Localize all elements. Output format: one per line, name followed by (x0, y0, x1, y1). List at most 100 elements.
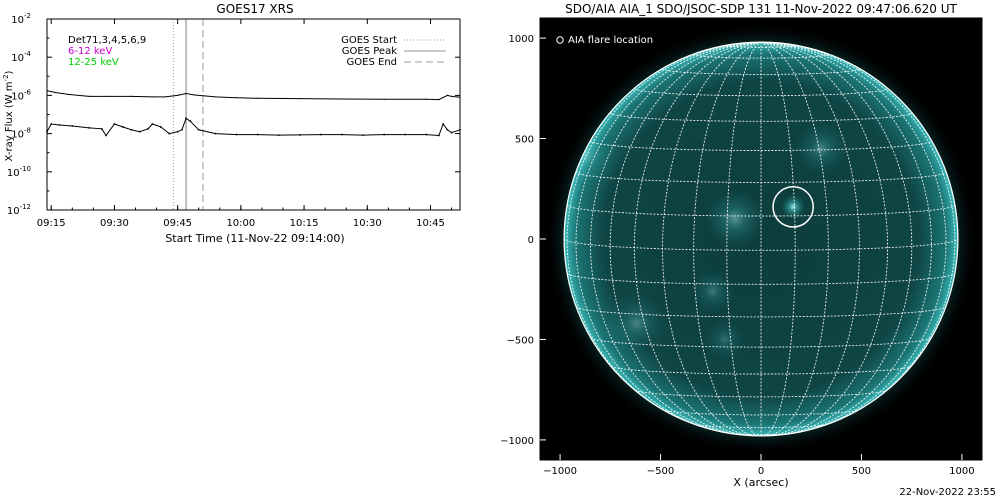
longitude-line (633, 41, 762, 436)
xrs-data-point (88, 95, 90, 97)
xrs-data-point (446, 128, 449, 131)
aia-image-panel: SDO/AIA AIA_1 SDO/JSOC-SDP 131 11-Nov-20… (500, 2, 983, 489)
longitude-line (760, 41, 796, 437)
xrs-data-point (176, 130, 179, 133)
xrs-legend: GOES Start GOES Peak GOES End (341, 35, 446, 68)
aia-y-tick-label: 1000 (509, 34, 534, 45)
xrs-x-tick-label: 10:00 (226, 218, 255, 229)
aia-x-axis: −1000 −500 0 500 1000 (543, 454, 975, 477)
xrs-y-axis: 10-2 10-4 10-6 10-8 10-10 10-12 (7, 12, 460, 217)
xrs-x-axis: 09:15 09:30 09:45 10:00 10:15 10:30 10:45 (37, 19, 453, 229)
xrs-data-point (341, 98, 343, 100)
heliographic-grid (563, 41, 959, 437)
longitude-line (760, 41, 889, 436)
xrs-data-point (109, 95, 111, 97)
aia-x-tick-label: −500 (647, 466, 674, 477)
xrs-data-point (299, 98, 301, 100)
longitude-line (693, 41, 762, 437)
latitude-line (563, 238, 959, 251)
xrs-data-point (425, 133, 428, 136)
active-region-glow (795, 122, 848, 175)
xrs-x-axis-label: Start Time (11-Nov-22 09:14:00) (165, 232, 344, 245)
xrs-x-tick-label: 10:15 (290, 218, 319, 229)
longitude-line (760, 41, 947, 434)
xrs-y-tick-label: 10-12 (7, 203, 31, 217)
active-region-glow (704, 188, 766, 250)
xrs-y-tick-label: 10-4 (11, 50, 31, 64)
aia-x-tick-label: −1000 (543, 466, 577, 477)
xrs-data-point (277, 134, 280, 137)
xrs-data-point (425, 98, 427, 100)
legend-goes-peak: GOES Peak (342, 46, 397, 57)
xrs-data-point (113, 123, 116, 125)
longitude-line (760, 41, 829, 437)
aia-x-axis-label: X (arcsec) (733, 476, 788, 489)
xrs-data-point (193, 94, 196, 96)
xrs-data-point (54, 91, 57, 94)
flare-legend-symbol (556, 36, 564, 44)
xrs-x-tick-label: 10:30 (353, 218, 382, 229)
longitude-line (566, 41, 762, 425)
longitude-line (760, 41, 913, 436)
longitude-line (726, 41, 762, 437)
xrs-data-point (235, 133, 238, 136)
aia-title: SDO/AIA AIA_1 SDO/JSOC-SDP 131 11-Nov-20… (565, 2, 957, 16)
xrs-y-tick-label: 10-2 (11, 12, 31, 26)
aia-y-tick-label: −500 (507, 335, 534, 346)
active-region-glow (606, 293, 667, 354)
xrs-data-point (438, 134, 440, 137)
xrs-series (46, 90, 461, 137)
xrs-y-tick-label: 10-10 (7, 165, 31, 179)
xrs-data-point (446, 94, 448, 96)
xrs-data-point (362, 134, 364, 137)
latitude-line (566, 273, 956, 285)
goes-event-markers (172, 19, 204, 210)
latitude-line (694, 423, 828, 429)
latitude-line (726, 45, 796, 48)
band-12-25-label: 12-25 keV (68, 57, 119, 68)
xrs-data-point (442, 123, 445, 125)
xrs-y-axis-label: X-ray Flux (W m-2) (2, 70, 15, 161)
band-6-12-label: 6-12 keV (68, 46, 112, 57)
longitude-line (760, 41, 956, 425)
flare-location-marker (772, 186, 814, 228)
xrs-data-point (185, 92, 187, 95)
xrs-series-line (46, 117, 461, 137)
xrs-data-point (177, 94, 179, 96)
xrs-data-point (383, 98, 385, 100)
xrs-data-point (138, 130, 141, 133)
xrs-data-point (151, 123, 154, 125)
longitude-line (760, 41, 860, 437)
xrs-data-point (88, 126, 91, 129)
aia-x-tick-label: 1000 (949, 466, 974, 477)
active-region-glow (704, 319, 745, 360)
aia-y-axis: −1000 −500 0 500 1000 (500, 34, 546, 447)
xrs-data-point (189, 120, 192, 123)
aia-y-tick-label: −1000 (500, 436, 534, 447)
active-region-glow (781, 194, 806, 219)
xrs-series-line (46, 90, 461, 101)
latitude-line (693, 54, 829, 59)
xrs-data-point (438, 99, 440, 101)
xrs-data-point (197, 128, 200, 131)
footer-timestamp: 22-Nov-2022 23:55 (899, 487, 996, 498)
xrs-data-point (130, 128, 133, 131)
xrs-data-point (383, 133, 386, 136)
xrs-data-point (214, 96, 217, 98)
latitude-line (610, 365, 912, 375)
xrs-data-point (180, 128, 183, 131)
xrs-data-point (320, 133, 322, 136)
xrs-data-point (214, 132, 217, 135)
xrs-data-point (121, 126, 124, 128)
xrs-data-point (404, 133, 407, 136)
xrs-data-point (58, 124, 61, 126)
xrs-data-point (185, 117, 187, 120)
xrs-data-point (67, 93, 69, 96)
xrs-data-point (147, 127, 150, 130)
longitude-line (575, 41, 762, 434)
xrs-data-point (100, 127, 103, 130)
xrs-data-point (130, 95, 132, 97)
xrs-data-point (50, 123, 53, 125)
aia-y-tick-label: 0 (528, 235, 534, 246)
